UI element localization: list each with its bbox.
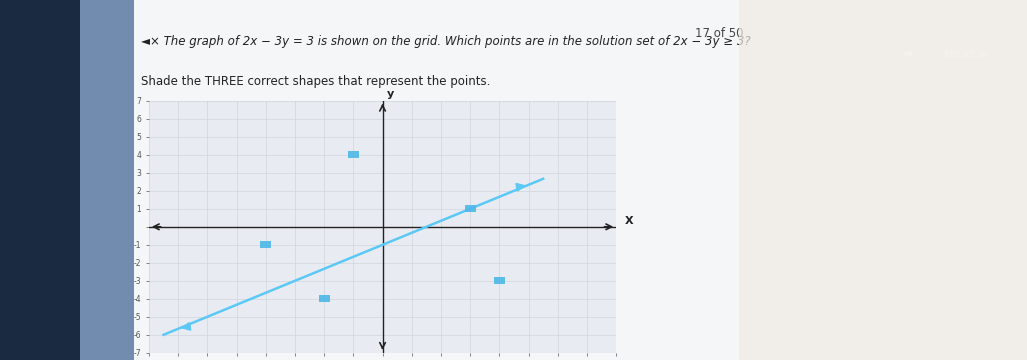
Bar bbox=[80, 0, 134, 360]
Text: Shade the THREE correct shapes that represent the points.: Shade the THREE correct shapes that repr… bbox=[141, 75, 491, 87]
Bar bbox=[0, 0, 80, 360]
FancyBboxPatch shape bbox=[318, 295, 330, 302]
Text: X: X bbox=[625, 216, 634, 226]
FancyBboxPatch shape bbox=[348, 151, 358, 158]
Text: y: y bbox=[387, 89, 394, 99]
Text: ◄: ◄ bbox=[903, 48, 913, 60]
Text: 17 of 50: 17 of 50 bbox=[694, 27, 744, 40]
FancyBboxPatch shape bbox=[464, 205, 476, 212]
FancyBboxPatch shape bbox=[494, 277, 505, 284]
Bar bbox=[739, 0, 1027, 360]
FancyBboxPatch shape bbox=[260, 242, 271, 248]
Text: Next ►: Next ► bbox=[944, 48, 989, 60]
Text: ◄× The graph of 2x − 3y = 3 is shown on the grid. Which points are in the soluti: ◄× The graph of 2x − 3y = 3 is shown on … bbox=[141, 35, 751, 48]
